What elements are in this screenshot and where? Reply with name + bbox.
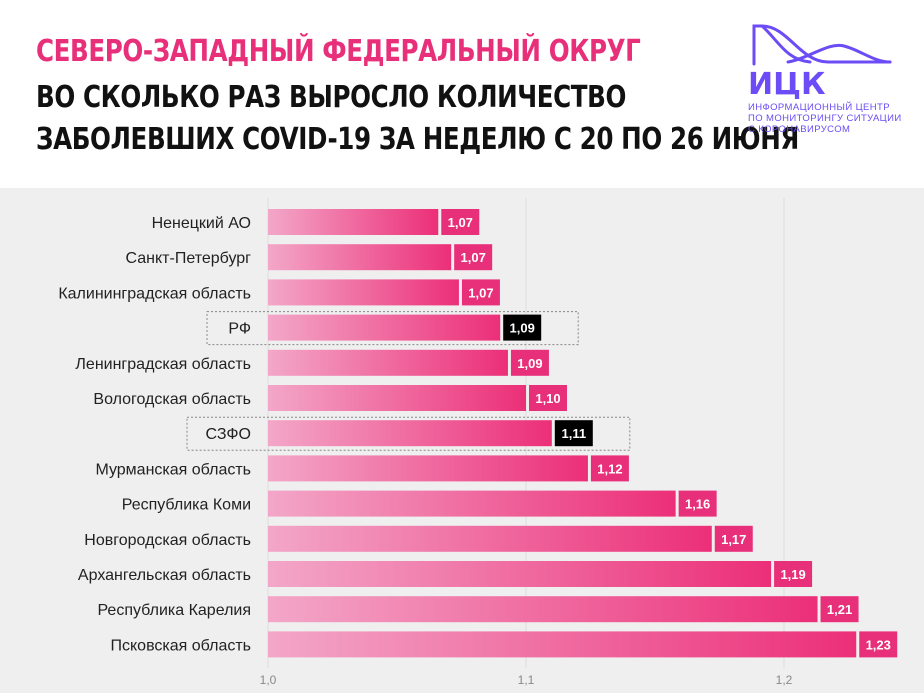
chart-title-line-1: ВО СКОЛЬКО РАЗ ВЫРОСЛО КОЛИЧЕСТВО: [36, 80, 627, 115]
value-label: 1,17: [721, 532, 746, 547]
value-label: 1,11: [562, 426, 587, 441]
x-tick-label: 1,2: [776, 673, 793, 687]
bar: [268, 314, 501, 341]
bar: [268, 525, 712, 552]
chart-title-region: СЕВЕРО-ЗАПАДНЫЙ ФЕДЕРАЛЬНЫЙ ОКРУГ: [36, 34, 641, 69]
value-label-box: [590, 455, 629, 482]
value-label-box: [774, 561, 813, 587]
category-label: РФ: [228, 321, 251, 338]
bar-chart: Ненецкий АО 1,07 Санкт-Петербург 1,07 Калини…: [58, 198, 898, 687]
value-label: 1,10: [535, 391, 560, 406]
logo-caption: ИНФОРМАЦИОННЫЙ ЦЕНТР ПО МОНИТОРИНГУ СИТУ…: [748, 102, 902, 135]
value-label: 1,07: [461, 250, 486, 265]
value-label: 1,07: [448, 215, 473, 230]
bar: [268, 420, 552, 447]
value-label-box: [454, 244, 493, 271]
bar: [268, 490, 676, 517]
value-label-box: [441, 209, 480, 235]
logo-name: ИЦК: [748, 67, 826, 102]
category-label: Новгородская область: [84, 532, 251, 549]
x-tick-label: 1,1: [518, 673, 535, 687]
category-label: Республика Коми: [122, 497, 251, 514]
highlight-box: [206, 311, 579, 346]
value-label: 1,09: [510, 321, 535, 336]
bar: [268, 631, 857, 658]
value-label-box: [461, 279, 500, 306]
bar: [268, 455, 588, 482]
logo-caption-line: ИНФОРМАЦИОННЫЙ ЦЕНТР: [748, 102, 890, 113]
value-label: 1,19: [780, 567, 805, 582]
value-label: 1,07: [468, 285, 493, 300]
highlight-box: [186, 416, 631, 451]
chart-title-line-2: ЗАБОЛЕВШИХ COVID-19 ЗА НЕДЕЛЮ С 20 ПО 26…: [36, 122, 799, 157]
category-label: Республика Карелия: [97, 602, 251, 619]
value-label: 1,09: [517, 356, 542, 371]
category-label: Ненецкий АО: [152, 215, 251, 232]
category-label: Калининградская область: [58, 285, 251, 302]
category-label: СЗФО: [206, 426, 251, 443]
category-label: Псковская область: [111, 637, 252, 654]
logo-caption-line: С КОРОНАВИРУСОМ: [748, 124, 851, 135]
value-label-box: [503, 314, 542, 341]
bar: [268, 349, 508, 376]
category-label: Ленинградская область: [75, 356, 251, 373]
bar: [268, 209, 439, 235]
bar: [268, 596, 818, 623]
bar: [268, 279, 459, 306]
value-label-box: [714, 525, 753, 552]
category-label: Вологодская область: [93, 391, 251, 408]
header: СЕВЕРО-ЗАПАДНЫЙ ФЕДЕРАЛЬНЫЙ ОКРУГ ВО СКО…: [0, 0, 924, 188]
value-label-box: [510, 349, 549, 376]
bar: [268, 244, 452, 271]
logo-caption-line: ПО МОНИТОРИНГУ СИТУАЦИИ: [748, 113, 902, 124]
bar: [268, 561, 772, 587]
category-label: Архангельская область: [78, 567, 251, 584]
value-label: 1,16: [685, 497, 710, 512]
value-label-box: [529, 385, 567, 411]
plot-area: Ненецкий АО 1,07 Санкт-Петербург 1,07 Калини…: [0, 188, 924, 693]
value-label-box: [859, 631, 898, 658]
value-label: 1,23: [866, 637, 891, 652]
category-label: Санкт-Петербург: [126, 250, 252, 267]
value-label-box: [820, 596, 859, 623]
value-label-box: [678, 490, 717, 517]
x-tick-label: 1,0: [260, 673, 277, 687]
category-label: Мурманская область: [95, 461, 251, 478]
ick-logo: ИЦК: [748, 24, 892, 102]
value-label: 1,21: [827, 602, 852, 617]
bar: [268, 385, 526, 411]
value-label: 1,12: [597, 461, 622, 476]
value-label-box: [554, 420, 593, 447]
